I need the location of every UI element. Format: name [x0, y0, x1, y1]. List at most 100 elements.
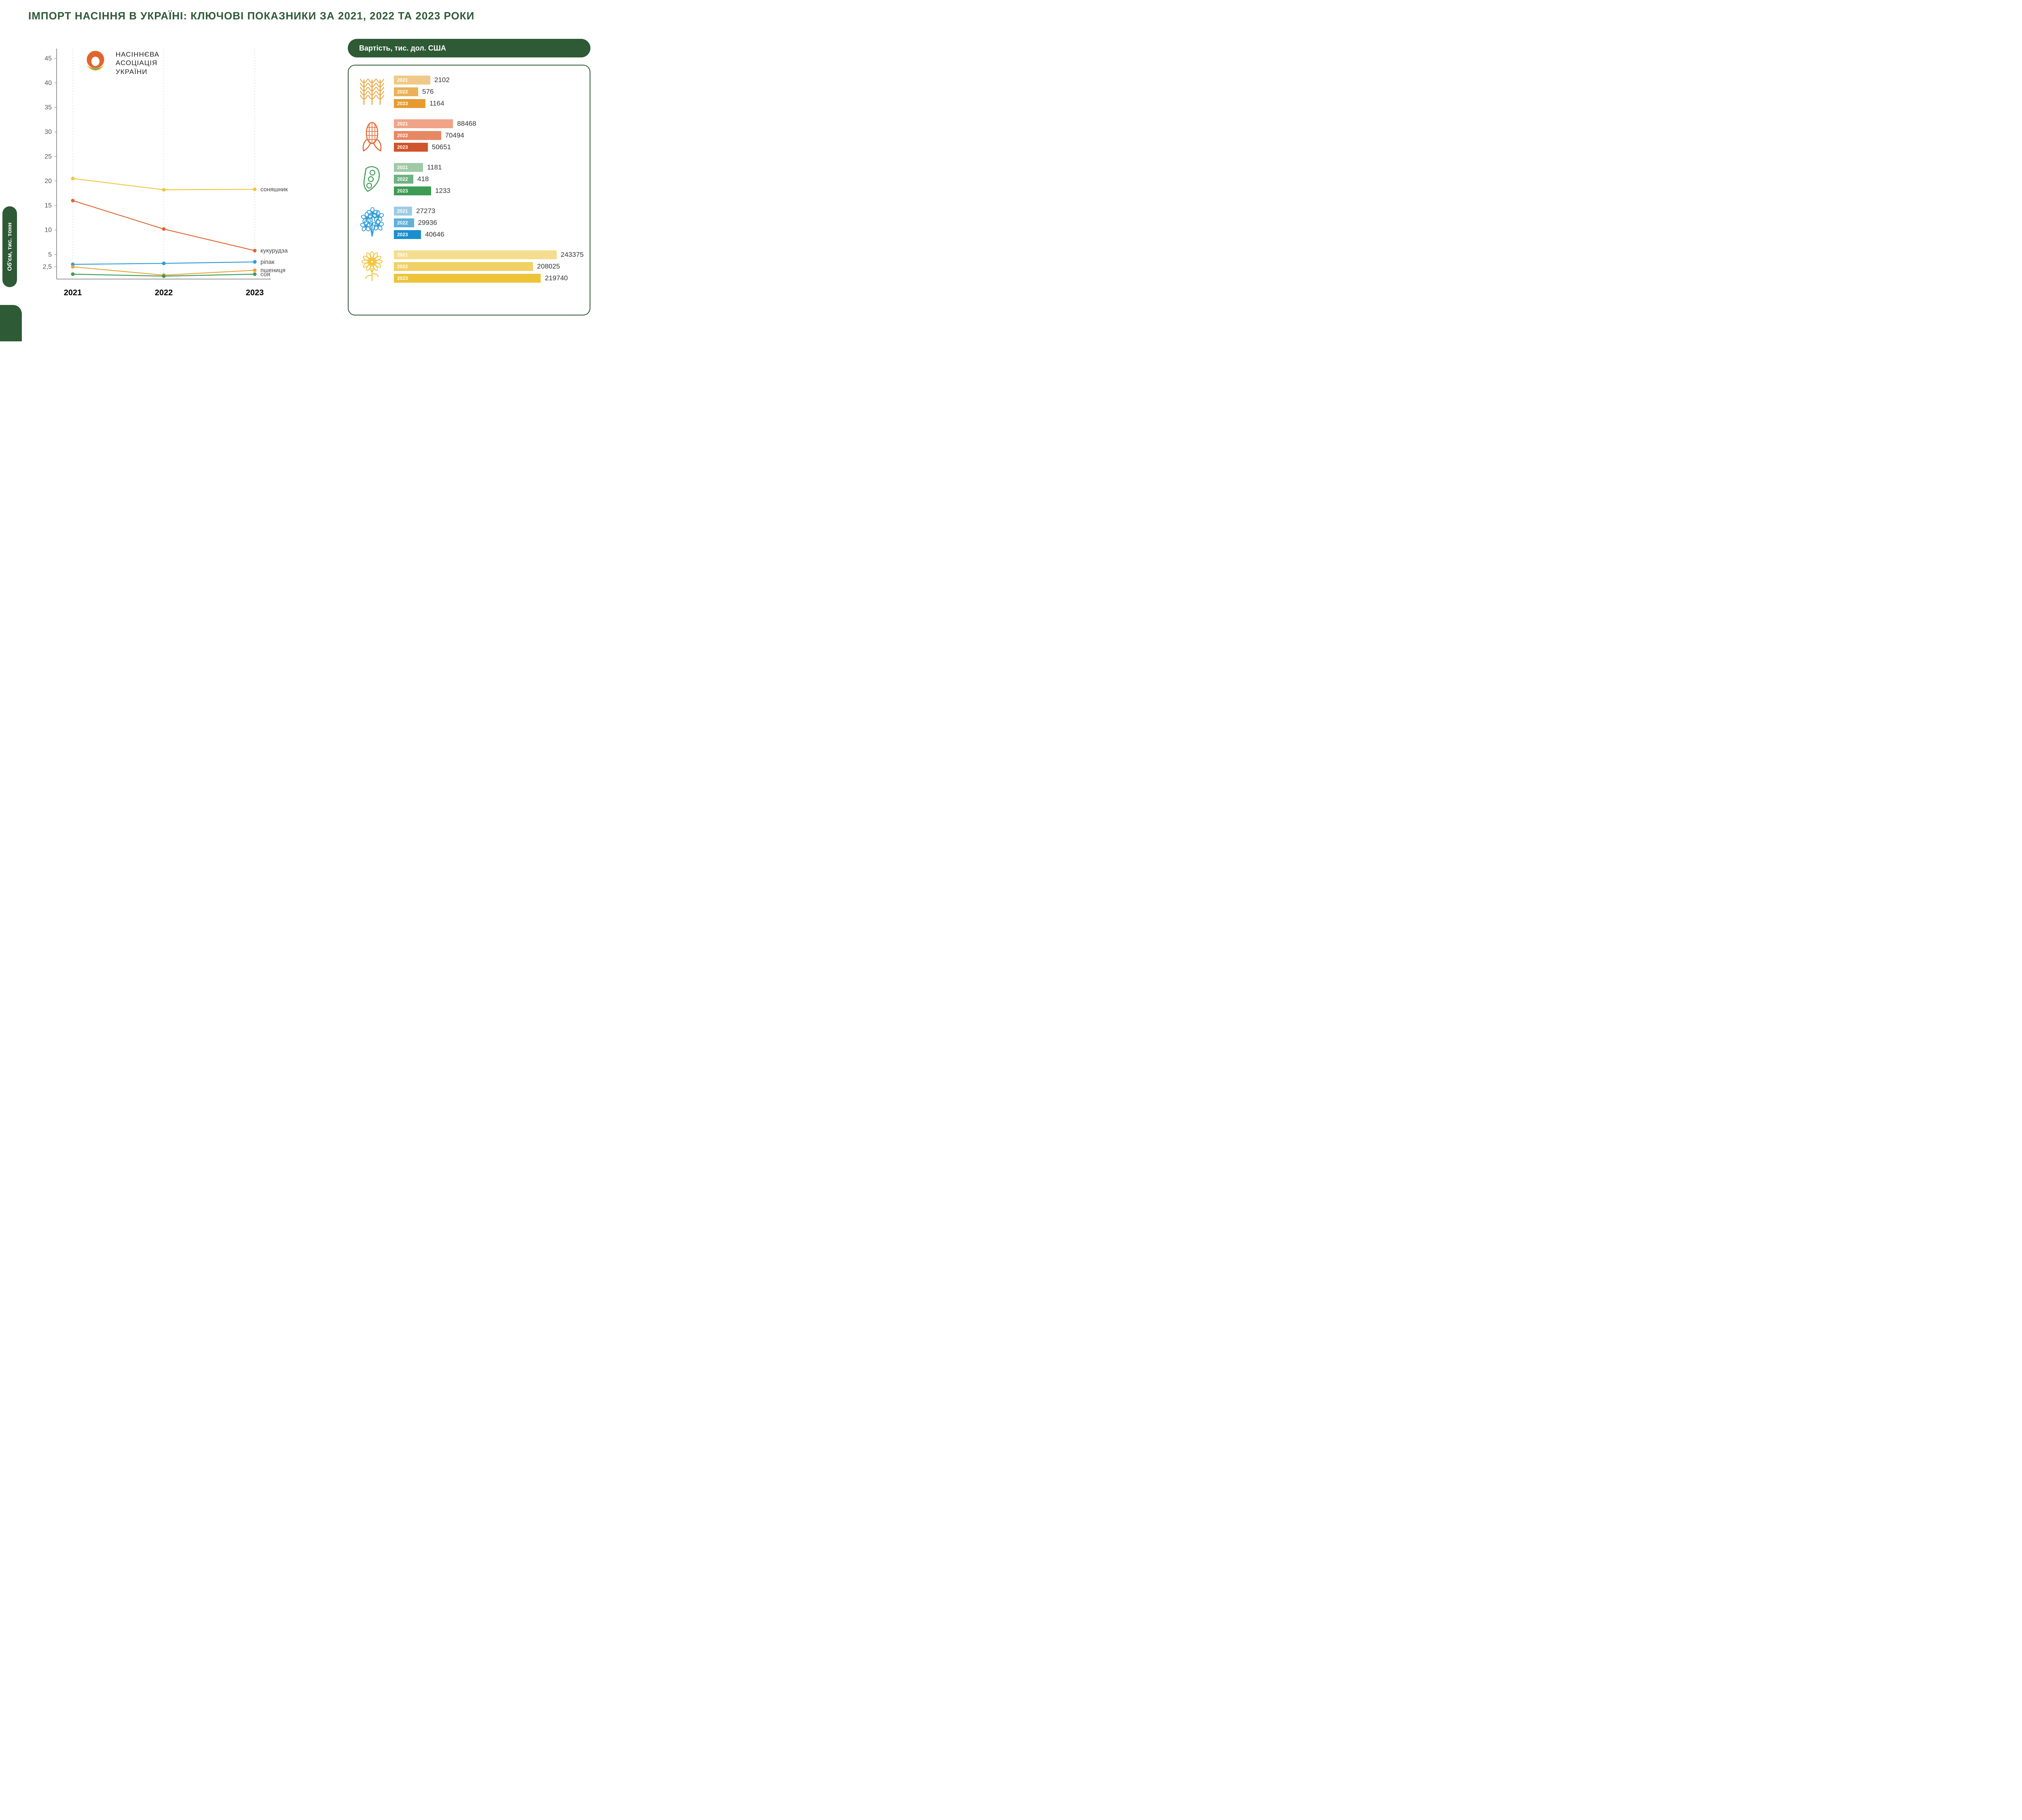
- bar: 2023: [394, 99, 425, 108]
- bar: 2021: [394, 76, 430, 85]
- y-tick-label: 5: [48, 251, 52, 258]
- bar-row: 2022 29936: [394, 218, 581, 228]
- bar: 2023: [394, 143, 428, 152]
- y-tick-label: 2,5: [43, 264, 52, 271]
- bar-value: 576: [422, 88, 434, 96]
- bar: 2021: [394, 250, 557, 259]
- series-marker: [253, 269, 257, 272]
- yaxis-label-pill: Об'єм, тис. тонн: [2, 206, 17, 287]
- series-marker: [162, 274, 166, 278]
- series-marker: [253, 272, 257, 276]
- yaxis-label: Об'єм, тис. тонн: [6, 222, 13, 271]
- bar: 2021: [394, 119, 453, 128]
- x-tick-label: 2023: [246, 288, 264, 297]
- bar-set: 2021 88468 2022 70494 2023 50651: [394, 117, 581, 154]
- bar-value: 88468: [457, 120, 476, 128]
- logo-text-line: УКРАЇНИ: [116, 68, 159, 76]
- y-tick-label: 35: [44, 104, 52, 111]
- soy-icon: [357, 162, 387, 197]
- sunflower-icon: [357, 249, 387, 284]
- logo-text-line: НАСІННЄВА: [116, 50, 159, 59]
- bar: 2021: [394, 207, 412, 216]
- y-tick-label: 20: [44, 178, 52, 184]
- bar-row: 2021 243375: [394, 250, 584, 260]
- series-marker: [71, 265, 75, 269]
- bar-row: 2021 1181: [394, 162, 581, 173]
- wheat-icon: [357, 74, 387, 109]
- bar-row: 2022 70494: [394, 130, 581, 141]
- page-title: ІМПОРТ НАСІННЯ В УКРАЇНІ: КЛЮЧОВІ ПОКАЗН…: [28, 10, 474, 22]
- series-marker: [253, 260, 257, 264]
- y-tick-label: 15: [44, 202, 52, 209]
- series-marker: [162, 227, 166, 231]
- series-marker: [253, 249, 257, 252]
- bar-group: 2021 88468 2022 70494 2023 50651: [357, 117, 581, 154]
- bar-row: 2023 1164: [394, 98, 581, 109]
- y-tick-label: 10: [44, 227, 52, 234]
- bar-row: 2021 88468: [394, 119, 581, 129]
- bar-value: 243375: [561, 251, 584, 259]
- bar-value: 1181: [427, 163, 442, 171]
- series-label: кукурудза: [260, 248, 288, 254]
- bar-row: 2023 40646: [394, 229, 581, 240]
- corn-icon: [357, 118, 387, 153]
- series-marker: [71, 272, 75, 276]
- bar: 2023: [394, 274, 541, 283]
- bar: 2022: [394, 87, 418, 96]
- series-label: ріпак: [260, 259, 275, 266]
- series-marker: [253, 188, 257, 191]
- bar-group: 2021 1181 2022 418 2023 1233: [357, 161, 581, 197]
- series-marker: [162, 262, 166, 265]
- bar-row: 2023 1233: [394, 186, 581, 196]
- bar-value: 27273: [416, 207, 435, 215]
- bar-row: 2022 576: [394, 87, 581, 97]
- bar-row: 2022 208025: [394, 261, 584, 272]
- value-header-text: Вартість, тис. дол. США: [359, 44, 446, 53]
- y-tick-label: 25: [44, 153, 52, 160]
- bar-value: 1233: [435, 187, 451, 195]
- bar: 2022: [394, 131, 441, 140]
- y-tick-label: 30: [44, 129, 52, 135]
- bar-row: 2023 219740: [394, 273, 584, 284]
- bar: 2022: [394, 262, 533, 271]
- series-marker: [162, 188, 166, 192]
- bar: 2023: [394, 186, 431, 195]
- rapeseed-icon: [357, 205, 387, 240]
- line-chart: НАСІННЄВА АСОЦІАЦІЯ УКРАЇНИ 2021 2022 2023…: [36, 44, 311, 307]
- series-marker: [71, 177, 75, 180]
- bar-row: 2023 50651: [394, 142, 581, 152]
- bar-group: 2021 243375 2022 208025 2023 219740: [357, 248, 581, 285]
- bar-group: 2021 27273 2022 29936 2023 40646: [357, 205, 581, 241]
- logo-text-line: АСОЦІАЦІЯ: [116, 59, 159, 67]
- bar-row: 2022 418: [394, 174, 581, 184]
- bar-row: 2021 27273: [394, 206, 581, 216]
- bar-value: 50651: [432, 143, 451, 151]
- series-label: соя: [260, 271, 270, 278]
- bar: 2022: [394, 218, 414, 227]
- bar: 2021: [394, 163, 423, 172]
- bar: 2022: [394, 175, 413, 184]
- bar-value: 208025: [537, 262, 560, 271]
- org-logo: НАСІННЄВА АСОЦІАЦІЯ УКРАЇНИ: [81, 49, 159, 78]
- bar-value: 2102: [434, 76, 450, 84]
- bar-set: 2021 243375 2022 208025 2023 219740: [394, 248, 584, 285]
- series-marker: [71, 199, 75, 202]
- bar-value: 219740: [545, 274, 568, 282]
- bar-set: 2021 2102 2022 576 2023 1164: [394, 74, 581, 110]
- x-tick-label: 2021: [64, 288, 82, 297]
- logo-text: НАСІННЄВА АСОЦІАЦІЯ УКРАЇНИ: [116, 50, 159, 76]
- y-tick-label: 45: [44, 55, 52, 62]
- bar: 2023: [394, 230, 421, 239]
- bar-set: 2021 27273 2022 29936 2023 40646: [394, 205, 581, 241]
- bar-set: 2021 1181 2022 418 2023 1233: [394, 161, 581, 197]
- bar-value: 40646: [425, 231, 444, 239]
- y-tick-label: 40: [44, 80, 52, 87]
- value-header-pill: Вартість, тис. дол. США: [348, 39, 590, 57]
- x-tick-label: 2022: [155, 288, 173, 297]
- bar-value: 29936: [418, 219, 437, 227]
- bar-value: 1164: [429, 99, 444, 108]
- logo-icon: [81, 49, 110, 78]
- bar-value: 418: [417, 175, 429, 183]
- bar-group: 2021 2102 2022 576 2023 1164: [357, 74, 581, 110]
- series-label: соняшник: [260, 186, 288, 193]
